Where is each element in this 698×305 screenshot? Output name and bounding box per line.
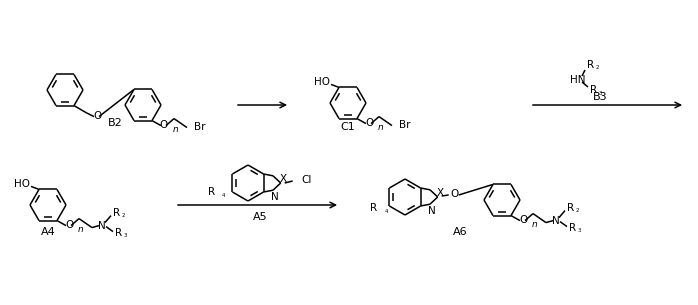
Text: R: R <box>567 203 574 213</box>
Text: O: O <box>65 220 73 230</box>
Text: Br: Br <box>399 120 410 130</box>
Text: $_2$: $_2$ <box>595 63 600 73</box>
Text: $_2$: $_2$ <box>121 211 126 220</box>
Text: n: n <box>378 123 384 132</box>
Text: R: R <box>370 203 378 213</box>
Text: O: O <box>160 120 168 130</box>
Text: R: R <box>590 85 597 95</box>
Text: $_4$: $_4$ <box>385 207 389 217</box>
Text: Cl: Cl <box>302 175 312 185</box>
Text: R: R <box>113 208 120 217</box>
Text: N: N <box>552 216 560 226</box>
Text: n: n <box>173 125 179 134</box>
Text: $_3$: $_3$ <box>598 88 603 98</box>
Text: N: N <box>428 206 436 216</box>
Text: R: R <box>208 187 216 197</box>
Text: O: O <box>93 111 101 120</box>
Text: A6: A6 <box>453 227 468 237</box>
Text: n: n <box>532 220 538 229</box>
Text: C1: C1 <box>341 122 355 132</box>
Text: O: O <box>451 189 459 199</box>
Text: $_4$: $_4$ <box>221 192 227 200</box>
Text: X: X <box>280 174 288 184</box>
Text: B3: B3 <box>593 92 607 102</box>
Text: R: R <box>115 228 122 238</box>
Text: $_3$: $_3$ <box>577 226 582 235</box>
Text: A4: A4 <box>40 227 55 237</box>
Text: HO: HO <box>14 179 30 189</box>
Text: O: O <box>365 118 373 127</box>
Text: n: n <box>78 225 84 234</box>
Text: $_3$: $_3$ <box>123 231 128 240</box>
Text: N: N <box>98 221 106 231</box>
Text: R: R <box>569 223 576 233</box>
Text: N: N <box>271 192 279 202</box>
Text: B2: B2 <box>107 118 122 128</box>
Text: HO: HO <box>314 77 330 88</box>
Text: A5: A5 <box>253 212 267 222</box>
Text: HN: HN <box>570 75 586 85</box>
Text: O: O <box>519 215 527 224</box>
Text: Br: Br <box>194 122 205 131</box>
Text: R: R <box>587 60 594 70</box>
Text: X: X <box>437 188 444 198</box>
Text: $_2$: $_2$ <box>575 206 580 215</box>
